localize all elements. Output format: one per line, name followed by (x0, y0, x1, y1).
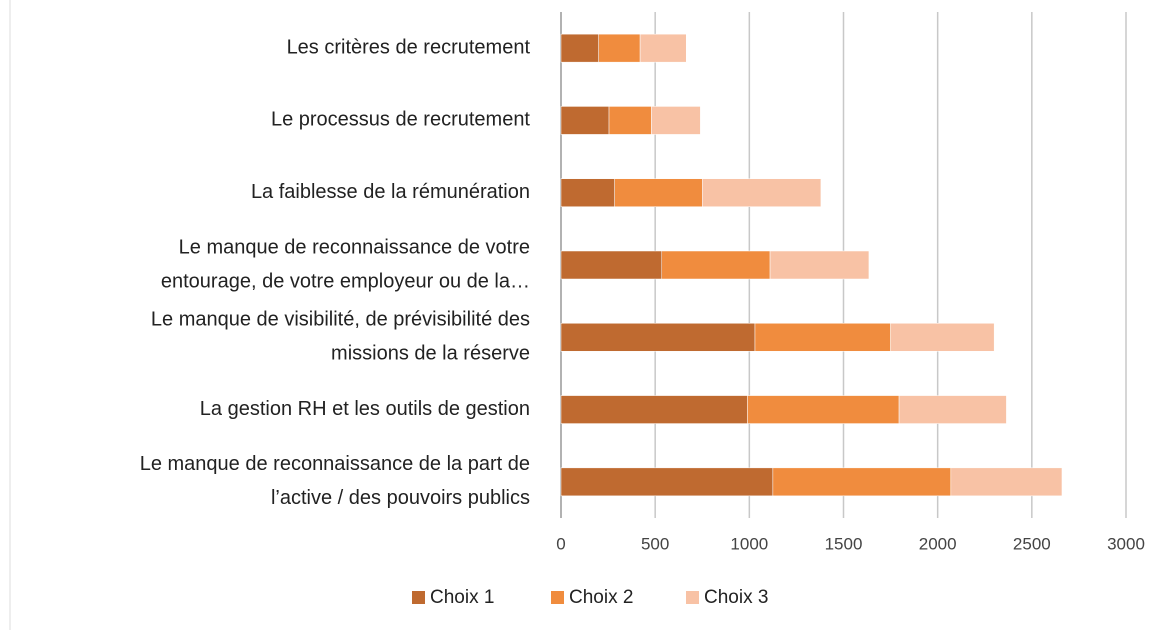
y-tick-label: Le processus de recrutement (271, 109, 530, 131)
x-tick-label: 2000 (919, 534, 957, 553)
y-tick-label: l’active / des pouvoirs publics (271, 487, 530, 509)
y-tick-label: entourage, de votre employeur ou de la… (161, 270, 530, 292)
bar (560, 106, 610, 135)
legend-swatch (551, 591, 564, 604)
bar (769, 250, 870, 280)
bar (560, 33, 599, 63)
bar (898, 395, 1007, 424)
legend-label: Choix 3 (704, 587, 768, 608)
y-tick-label: La gestion RH et les outils de gestion (200, 398, 530, 420)
bar (747, 395, 900, 424)
y-tick-label: Le manque de visibilité, de prévisibilit… (151, 309, 530, 331)
bar (651, 106, 701, 135)
x-tick-label: 2500 (1013, 534, 1051, 553)
bar (772, 467, 952, 497)
x-tick-label: 1000 (730, 534, 768, 553)
bar (560, 323, 756, 352)
bar (702, 178, 822, 207)
bar (639, 33, 687, 63)
bar (560, 467, 774, 497)
x-tick-label: 0 (556, 534, 565, 553)
x-tick-label: 500 (641, 534, 669, 553)
legend-swatch (412, 591, 425, 604)
bar (950, 467, 1063, 497)
legend-swatch (686, 591, 699, 604)
y-tick-label: Le manque de reconnaissance de la part d… (140, 453, 530, 475)
x-tick-label: 3000 (1107, 534, 1145, 553)
bar (754, 323, 891, 352)
y-tick-label: Le manque de reconnaissance de votre (179, 236, 530, 258)
legend-label: Choix 1 (430, 587, 494, 608)
bar (560, 178, 615, 207)
bar (560, 395, 748, 424)
bar (598, 33, 641, 63)
bar (890, 323, 995, 352)
bar (560, 250, 663, 280)
bar (661, 250, 771, 280)
x-tick-label: 1500 (825, 534, 863, 553)
y-tick-label: La faiblesse de la rémunération (251, 181, 530, 203)
y-tick-label: missions de la réserve (331, 343, 530, 365)
legend-label: Choix 2 (569, 587, 633, 608)
y-tick-label: Les critères de recrutement (287, 36, 531, 58)
bar (614, 178, 703, 207)
bar (608, 106, 652, 135)
